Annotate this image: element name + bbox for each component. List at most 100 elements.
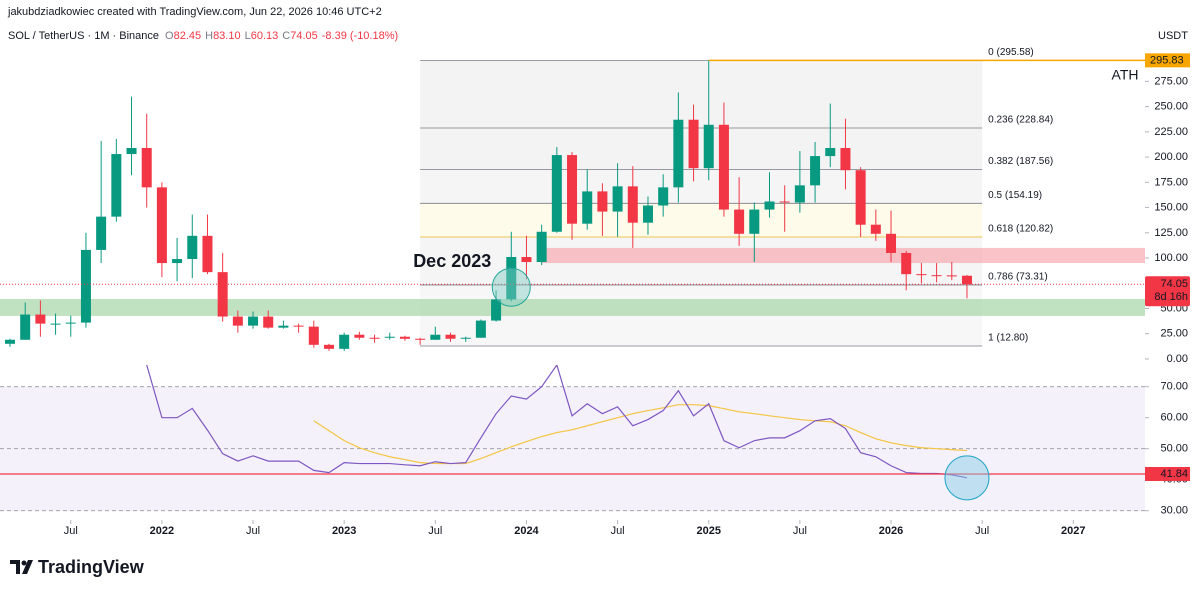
c-val: 74.05 [290,30,318,42]
last-price-box [1145,276,1190,307]
rsi-tick-label: 30.00 [1160,505,1188,517]
x-tick-label: 2023 [332,525,356,537]
candle-body [870,224,881,234]
candle-body [156,187,167,264]
candle-body [506,257,517,300]
y-tick-label: 150.00 [1154,202,1188,214]
x-tick-label: Jul [975,525,989,537]
candle-body [384,336,395,338]
last-price: 74.05 [1160,278,1188,290]
candle-body [278,325,289,328]
candle-body [688,119,699,169]
y-tick-label: 0.00 [1167,353,1188,365]
rsi-level-label: 41.84 [1160,468,1188,480]
x-tick-label: Jul [64,525,78,537]
candle-body [323,344,334,349]
rsi-tick-label: 70.00 [1160,381,1188,393]
candle-body [460,337,471,339]
x-tick-label: 2026 [879,525,903,537]
l-val: 60.13 [251,30,279,42]
ath-price-box [1145,53,1190,68]
candle-body [597,191,608,212]
change: -8.39 (-10.18%) [322,30,398,42]
logo-icon [10,560,33,574]
zone [0,298,1145,316]
candle-body [840,147,851,171]
c-key: C [282,30,290,42]
candle-body [749,209,760,234]
candle-body [703,124,714,169]
candle-body [111,154,122,217]
candle-body [491,299,502,321]
y-tick-label: 125.00 [1154,227,1188,239]
rsi-highlight [944,455,990,501]
highlight-circle [491,267,531,307]
annotation: Dec 2023 [413,251,491,271]
logo-dot [21,560,27,566]
x-tick-label: Jul [246,525,260,537]
candle-body [248,316,259,326]
zone [541,247,1145,264]
rsi-tick-label: 50.00 [1160,443,1188,455]
y-tick-label: 100.00 [1154,252,1188,264]
candle-body [232,316,243,326]
candle-body [734,209,745,234]
y-tick-label: 275.00 [1154,75,1188,87]
candle-body [369,337,380,339]
ath-label: ATH [1112,66,1139,82]
x-tick-label: 2024 [514,525,539,537]
candle-body [415,338,426,340]
o-key: O [165,30,174,42]
h-key: H [205,30,213,42]
o-val: 82.45 [174,30,202,42]
x-tick-label: Jul [611,525,625,537]
candle-body [931,275,942,277]
candle-body [65,322,76,324]
candle-body [658,187,669,206]
fib-label: 0.236 (228.84) [988,114,1053,125]
credit: jakubdziadkowiec created with TradingVie… [7,6,382,18]
candle-body [946,275,957,277]
candle-body [536,231,547,263]
candle-body [961,275,972,285]
candle-body [673,119,684,188]
candle-body [779,201,790,203]
candle-body [5,339,15,344]
x-tick-label: 2027 [1061,525,1085,537]
ath-price: 295.83 [1150,54,1184,66]
candle-body [612,186,623,212]
fib-label: 0.618 (120.82) [988,223,1053,234]
countdown: 8d 16h [1154,291,1188,303]
fib-band [420,60,983,128]
x-tick-label: 2022 [150,525,174,537]
candle-body [642,205,653,223]
candle-body [567,155,578,224]
rsi-level-box [1145,466,1190,481]
rsi-tick-label: 60.00 [1160,412,1188,424]
candle-body [293,325,304,327]
candle-body [582,191,593,224]
fib-label: 1 (12.80) [988,333,1028,344]
candle-body [627,186,638,223]
currency: USDT [1158,30,1188,42]
y-tick-label: 225.00 [1154,126,1188,138]
candle-body [35,314,46,324]
candle-body [80,249,91,323]
x-tick-label: 2025 [696,525,720,537]
candle-body [764,201,775,210]
fib-band [420,203,983,237]
candle-body [521,257,532,263]
candle-body [126,147,137,155]
y-tick-label: 25.00 [1160,328,1188,340]
fib-label: 0.786 (73.31) [988,271,1047,282]
candle-body [308,326,319,345]
l-key: L [245,30,251,42]
h-val: 83.10 [213,30,241,42]
candle-body [399,336,410,339]
candle-body [855,170,866,225]
y-tick-label: 175.00 [1154,176,1188,188]
candle-body [475,320,486,338]
fib-label: 0 (295.58) [988,47,1034,58]
